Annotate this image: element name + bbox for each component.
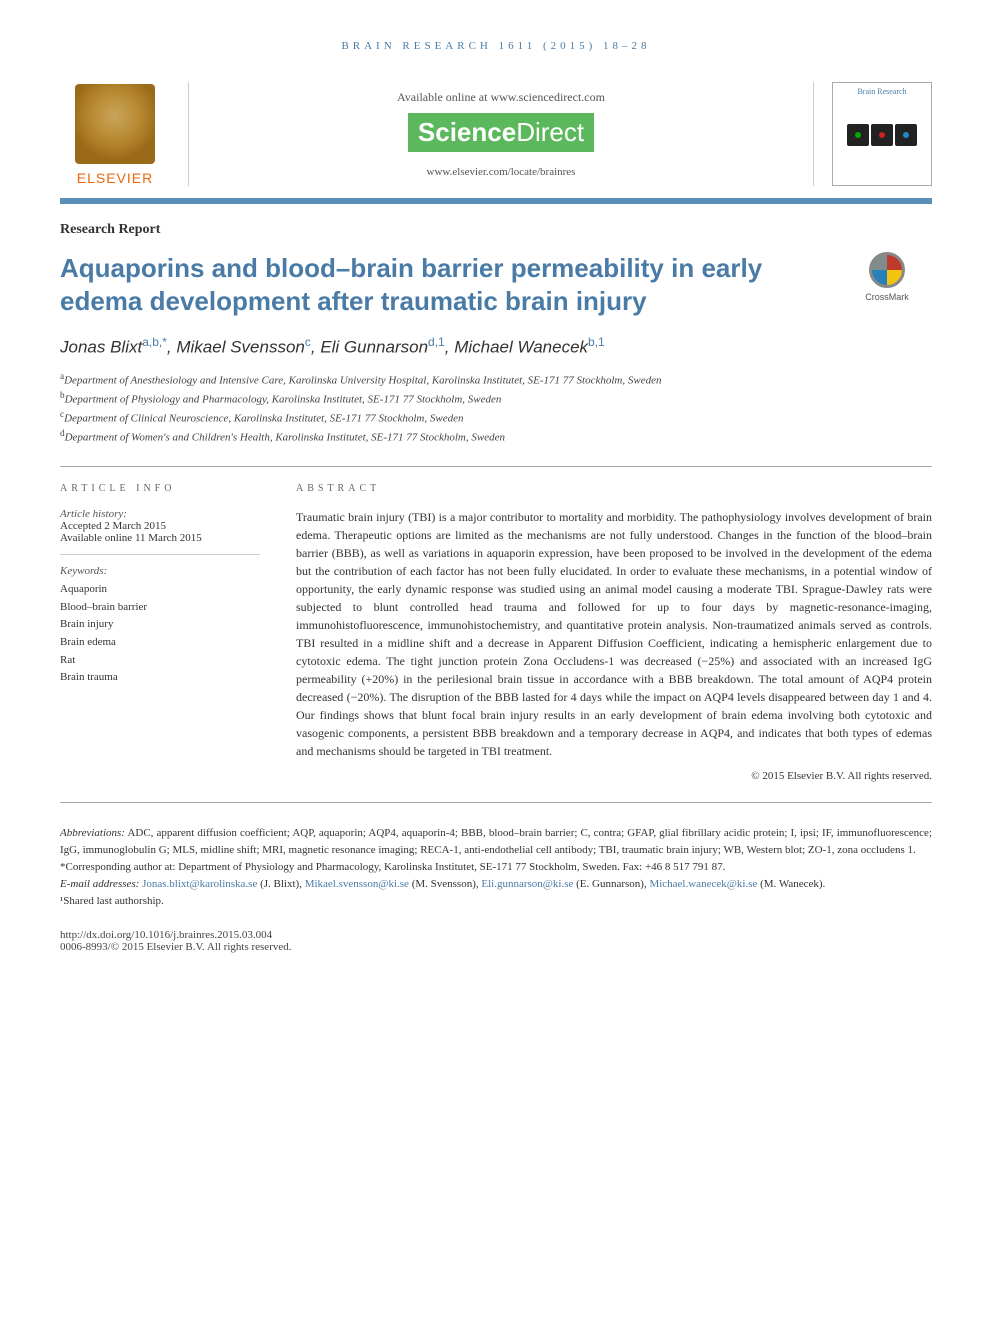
cover-image-thumbs	[837, 124, 927, 146]
journal-cover-thumbnail: Brain Research	[832, 82, 932, 186]
online-date: Available online 11 March 2015	[60, 532, 260, 544]
affiliation-line: cDepartment of Clinical Neuroscience, Ka…	[60, 408, 932, 427]
corr-label: *Corresponding author at:	[60, 861, 175, 873]
corresponding-author-line: *Corresponding author at: Department of …	[60, 859, 932, 876]
author-email-link[interactable]: Michael.wanecek@ki.se	[649, 878, 757, 890]
email-owner: (J. Blixt),	[257, 878, 302, 890]
journal-locate-url[interactable]: www.elsevier.com/locate/brainres	[209, 166, 793, 178]
publisher-banner: ELSEVIER Available online at www.science…	[60, 82, 932, 204]
crossmark-label: CrossMark	[865, 292, 909, 302]
abstract-heading: abstract	[296, 483, 932, 494]
affiliation-line: aDepartment of Anesthesiology and Intens…	[60, 370, 932, 389]
publisher-name: ELSEVIER	[77, 170, 153, 186]
sciencedirect-logo[interactable]: ScienceDirect	[408, 113, 594, 152]
keywords-label: Keywords:	[60, 565, 260, 577]
cover-title: Brain Research	[837, 87, 927, 96]
doi-block: http://dx.doi.org/10.1016/j.brainres.201…	[60, 929, 932, 953]
cover-thumb-icon	[895, 124, 917, 146]
author-name: Jonas Blixt	[60, 338, 142, 357]
crossmark-icon	[869, 252, 905, 288]
keyword-item: Blood–brain barrier	[60, 599, 260, 617]
running-head: BRAIN RESEARCH 1611 (2015) 18–28	[60, 40, 932, 52]
author-affil-marker[interactable]: a,b,*	[142, 335, 167, 349]
abbrev-label: Abbreviations:	[60, 827, 125, 839]
elsevier-tree-icon	[75, 84, 155, 164]
available-online-text: Available online at www.sciencedirect.co…	[209, 90, 793, 105]
keyword-item: Brain trauma	[60, 669, 260, 687]
author-affil-marker[interactable]: d,1	[428, 335, 445, 349]
article-history-block: Article history: Accepted 2 March 2015 A…	[60, 508, 260, 555]
article-type-label: Research Report	[60, 222, 932, 238]
keyword-item: Brain injury	[60, 616, 260, 634]
abstract-copyright: © 2015 Elsevier B.V. All rights reserved…	[296, 770, 932, 782]
sd-word-2: Direct	[516, 117, 584, 147]
cover-thumb-icon	[847, 124, 869, 146]
author-name: Eli Gunnarson	[320, 338, 428, 357]
keywords-list: AquaporinBlood–brain barrierBrain injury…	[60, 581, 260, 687]
elsevier-logo: ELSEVIER	[60, 82, 170, 186]
abbrev-text: ADC, apparent diffusion coefficient; AQP…	[60, 827, 932, 856]
keyword-item: Rat	[60, 652, 260, 670]
keyword-item: Aquaporin	[60, 581, 260, 599]
doi-link[interactable]: http://dx.doi.org/10.1016/j.brainres.201…	[60, 929, 272, 941]
author-affil-marker[interactable]: c	[305, 335, 311, 349]
email-owner: (M. Wanecek).	[757, 878, 825, 890]
affiliation-line: dDepartment of Women's and Children's He…	[60, 427, 932, 446]
email-label: E-mail addresses:	[60, 878, 139, 890]
author-email-link[interactable]: Mikael.svensson@ki.se	[305, 878, 409, 890]
shared-authorship-note: ¹Shared last authorship.	[60, 893, 932, 910]
email-owner: (E. Gunnarson),	[573, 878, 646, 890]
sd-word-1: Science	[418, 117, 516, 147]
abbreviations-line: Abbreviations: ADC, apparent diffusion c…	[60, 825, 932, 859]
affiliation-list: aDepartment of Anesthesiology and Intens…	[60, 370, 932, 447]
keyword-item: Brain edema	[60, 634, 260, 652]
abstract-text: Traumatic brain injury (TBI) is a major …	[296, 508, 932, 760]
article-title: Aquaporins and blood–brain barrier perme…	[60, 252, 822, 317]
crossmark-badge[interactable]: CrossMark	[842, 252, 932, 302]
article-info-column: article info Article history: Accepted 2…	[60, 483, 260, 782]
email-line: E-mail addresses: Jonas.blixt@karolinska…	[60, 876, 932, 893]
history-label: Article history:	[60, 508, 260, 520]
cover-thumb-icon	[871, 124, 893, 146]
author-affil-marker[interactable]: b,1	[588, 335, 605, 349]
article-info-heading: article info	[60, 483, 260, 494]
issn-copyright-line: 0006-8993/© 2015 Elsevier B.V. All right…	[60, 941, 932, 953]
banner-center: Available online at www.sciencedirect.co…	[188, 82, 814, 186]
affiliation-line: bDepartment of Physiology and Pharmacolo…	[60, 389, 932, 408]
email-owner: (M. Svensson),	[409, 878, 479, 890]
author-name: Mikael Svensson	[176, 338, 305, 357]
author-name: Michael Wanecek	[454, 338, 588, 357]
author-email-link[interactable]: Eli.gunnarson@ki.se	[481, 878, 573, 890]
footnotes-block: Abbreviations: ADC, apparent diffusion c…	[60, 825, 932, 910]
accepted-date: Accepted 2 March 2015	[60, 520, 260, 532]
author-list: Jonas Blixta,b,*, Mikael Svenssonc, Eli …	[60, 335, 932, 358]
corr-text: Department of Physiology and Pharmacolog…	[178, 861, 725, 873]
author-email-link[interactable]: Jonas.blixt@karolinska.se	[142, 878, 257, 890]
abstract-column: abstract Traumatic brain injury (TBI) is…	[296, 483, 932, 782]
